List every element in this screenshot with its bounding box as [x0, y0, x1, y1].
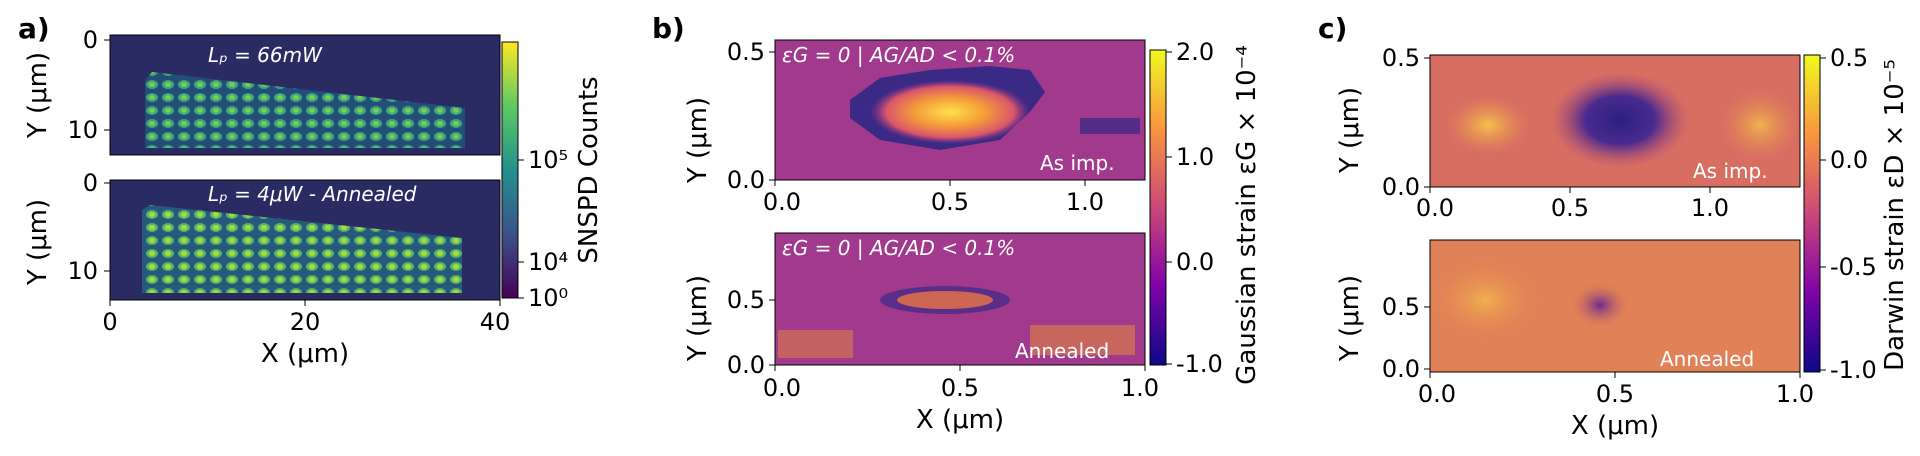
- panel-b-xtick-0: 0.0: [763, 374, 801, 402]
- panel-b-top-annotation: εG = 0 | AG/AD < 0.1%: [782, 43, 1015, 67]
- panel-b-cbar-tick-0: 2.0: [1176, 38, 1214, 66]
- panel-a-colorbar: 10⁵ 10⁴ 10⁰ SNSPD Counts: [501, 41, 604, 312]
- panel-b-bottom-corner-label: Annealed: [1015, 339, 1109, 363]
- panel-c-letter: c): [1318, 12, 1347, 45]
- panel-c-cbar-tick-1: 0.0: [1830, 146, 1868, 174]
- panel-c-cbar-label: Darwin strain εD × 10⁻⁵: [1880, 59, 1910, 371]
- panel-c-top-ylabel: Y (μm): [1335, 87, 1365, 174]
- panel-c-cbar-tick-0: 0.5: [1830, 44, 1868, 72]
- panel-a-xlabel: X (μm): [261, 339, 349, 369]
- panel-c-top-ytick-0: 0.5: [1382, 44, 1420, 72]
- panel-b-bottom-ytick-1: 0.0: [727, 351, 765, 379]
- panel-c-top-xtick-0: 0.0: [1416, 194, 1454, 222]
- panel-b-letter: b): [652, 12, 685, 45]
- panel-c-bottom-corner-label: Annealed: [1660, 347, 1754, 371]
- panel-b-xtick-1: 0.5: [941, 374, 979, 402]
- panel-b-top-ylabel: Y (μm): [683, 97, 713, 184]
- panel-c-xtick-0: 0.0: [1418, 380, 1456, 408]
- panel-a-top-ytick-0: 0: [83, 26, 98, 54]
- panel-b-top-map: [774, 39, 1146, 181]
- panel-c-top-xtick-1: 0.5: [1551, 194, 1589, 222]
- panel-a-xtick-1: 20: [290, 308, 321, 336]
- panel-b-bottom-ytick-0: 0.5: [727, 286, 765, 314]
- panel-c-top-ytick-1: 0.0: [1382, 173, 1420, 201]
- panel-b-xtick-2: 1.0: [1121, 374, 1159, 402]
- panel-c-bottom-yaxis: 0.5 0.0 Y (μm): [1335, 275, 1430, 383]
- panel-c-cbar-tick-2: -0.5: [1830, 253, 1877, 281]
- panel-a-cbar-label: SNSPD Counts: [574, 76, 604, 263]
- panel-b-xaxis: 0.0 0.5 1.0 X (μm): [763, 365, 1159, 435]
- panel-a-xtick-0: 0: [102, 308, 117, 336]
- panel-c-bottom-ytick-0: 0.5: [1382, 293, 1420, 321]
- panel-b-top-corner-label: As imp.: [1040, 151, 1115, 175]
- panel-c-top-xaxis: 0.0 0.5 1.0: [1416, 187, 1729, 222]
- panel-b-cbar-tick-1: 1.0: [1176, 143, 1214, 171]
- panel-b-top-yaxis: 0.5 0.0 Y (μm): [683, 38, 775, 194]
- panel-c-cbar-tick-3: -1.0: [1830, 356, 1877, 384]
- panel-c-colorbar: 0.5 0.0 -0.5 -1.0 Darwin strain εD × 10⁻…: [1803, 44, 1910, 384]
- panel-b-colorbar: 2.0 1.0 0.0 -1.0 Gaussian strain εG × 10…: [1149, 38, 1262, 385]
- panel-a-bottom-ytick-1: 10: [67, 257, 98, 285]
- panel-a-letter: a): [18, 12, 50, 45]
- panel-b-bottom-ylabel: Y (μm): [683, 275, 713, 362]
- panel-b-top-ytick-0: 0.5: [727, 38, 765, 66]
- panel-b-top-xaxis: 0.0 0.5 1.0: [763, 180, 1104, 216]
- panel-b-cbar-tick-2: 0.0: [1176, 248, 1214, 276]
- panel-b-top-xtick-2: 1.0: [1066, 188, 1104, 216]
- panel-b-top-xtick-1: 0.5: [931, 188, 969, 216]
- panel-a-bottom-ytick-0: 0: [83, 169, 98, 197]
- panel-a-xtick-2: 40: [480, 308, 511, 336]
- panel-a-bottom-annotation: Lₚ = 4μW - Annealed: [208, 182, 417, 206]
- panel-c-top-xtick-2: 1.0: [1691, 194, 1729, 222]
- panel-a-xaxis: 0 20 40 X (μm): [102, 300, 510, 369]
- panel-b-xlabel: X (μm): [916, 405, 1004, 435]
- panel-a-cbar-tick-2: 10⁰: [528, 284, 568, 312]
- panel-a-cbar-tick-1: 10⁴: [528, 248, 568, 276]
- panel-b-bottom-yaxis: 0.5 0.0 Y (μm): [683, 275, 775, 379]
- panel-c-bottom-ytick-1: 0.0: [1382, 355, 1420, 383]
- panel-c-bottom-map: [1429, 239, 1801, 373]
- panel-c-xlabel: X (μm): [1571, 411, 1659, 441]
- panel-b-cbar-label: Gaussian strain εG × 10⁻⁴: [1232, 45, 1262, 385]
- panel-c-xtick-1: 0.5: [1596, 380, 1634, 408]
- panel-c-top-map: [1429, 54, 1801, 188]
- panel-c-top-yaxis: 0.5 0.0 Y (μm): [1335, 44, 1430, 201]
- panel-c-xaxis: 0.0 0.5 1.0 X (μm): [1418, 372, 1814, 441]
- panel-a-top-yaxis: 0 10 Y (μm): [23, 26, 110, 144]
- panel-a-bottom-map: [109, 179, 501, 301]
- panel-b-bottom-map: [774, 232, 1146, 366]
- panel-a-top-ylabel: Y (μm): [23, 52, 53, 139]
- panel-c-xtick-2: 1.0: [1776, 380, 1814, 408]
- panel-a-top-annotation: Lₚ = 66mW: [208, 43, 323, 67]
- panel-a-cbar-tick-0: 10⁵: [528, 146, 568, 174]
- panel-b-top-xtick-0: 0.0: [763, 188, 801, 216]
- panel-b-top-ytick-1: 0.0: [727, 166, 765, 194]
- panel-a-top-ytick-1: 10: [67, 116, 98, 144]
- panel-c-top-corner-label: As imp.: [1693, 159, 1768, 183]
- panel-a-top-map: [109, 34, 501, 156]
- panel-b-cbar-tick-3: -1.0: [1176, 350, 1223, 378]
- panel-a-bottom-yaxis: 0 10 Y (μm): [23, 169, 110, 286]
- panel-a-bottom-ylabel: Y (μm): [23, 199, 53, 286]
- panel-c-bottom-ylabel: Y (μm): [1335, 275, 1365, 362]
- panel-b-bottom-annotation: εG = 0 | AG/AD < 0.1%: [782, 236, 1015, 260]
